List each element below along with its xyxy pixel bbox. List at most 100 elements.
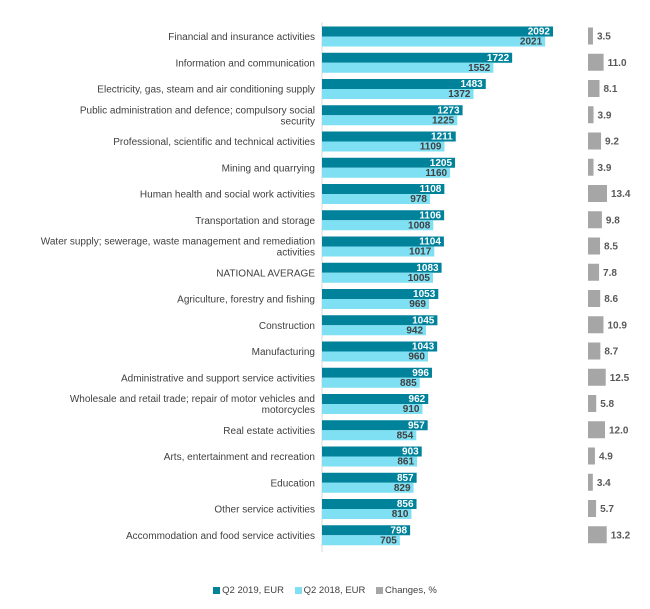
legend-label-changes: Changes, %	[385, 585, 437, 596]
bar-change-pct	[588, 290, 601, 307]
value-label-q2-2019: 903	[402, 447, 419, 458]
value-label-q2-2018: 1225	[432, 115, 455, 126]
bar-q2-2018	[322, 141, 445, 152]
category-label: NATIONAL AVERAGE	[216, 268, 315, 279]
value-label-q2-2019: 1722	[487, 53, 510, 64]
category-label-line: Agriculture, forestry and fishing	[177, 295, 315, 306]
value-label-q2-2019: 1211	[431, 132, 453, 143]
value-label-q2-2019: 798	[390, 525, 407, 536]
value-label-q2-2018: 810	[392, 509, 409, 520]
value-label-q2-2018: 885	[400, 378, 417, 389]
value-label-change-pct: 12.0	[609, 425, 629, 436]
value-label-change-pct: 8.7	[604, 347, 618, 358]
bar-change-pct	[588, 447, 595, 465]
bar-q2-2019	[322, 499, 417, 509]
value-label-q2-2019: 1043	[412, 342, 435, 353]
category-label-line: Transportation and storage	[195, 216, 315, 227]
value-label-q2-2018: 960	[408, 352, 425, 363]
category-label-line: NATIONAL AVERAGE	[216, 268, 315, 279]
category-label: Water supply; sewerage, waste management…	[41, 237, 315, 259]
bar-q2-2019	[322, 367, 432, 378]
category-label: Financial and insurance activities	[168, 32, 315, 43]
bar-q2-2019	[322, 210, 445, 221]
category-label-line: Professional, scientific and technical a…	[113, 137, 315, 148]
bar-q2-2018	[322, 194, 430, 204]
bar-q2-2018	[322, 299, 429, 309]
legend-item-q2-2019: Q2 2019, EUR	[213, 585, 284, 596]
value-label-change-pct: 3.9	[598, 163, 612, 174]
value-label-q2-2018: 2021	[520, 37, 543, 48]
bar-q2-2019	[322, 262, 442, 273]
value-label-change-pct: 10.9	[607, 320, 627, 331]
category-label-line: Information and communication	[175, 58, 315, 69]
category-label-line: Manufacturing	[252, 347, 315, 358]
bar-q2-2019	[322, 105, 463, 116]
value-label-q2-2019: 1045	[412, 315, 435, 326]
bar-q2-2018	[322, 509, 412, 519]
bar-change-pct	[588, 237, 601, 255]
value-label-change-pct: 8.5	[604, 242, 618, 253]
bar-change-pct	[588, 368, 606, 386]
value-label-change-pct: 3.5	[597, 32, 611, 43]
bar-change-pct	[588, 526, 607, 544]
legend-label-q2-2019: Q2 2019, EUR	[222, 585, 284, 596]
category-label: Education	[271, 478, 315, 489]
bar-change-pct	[588, 158, 594, 176]
value-label-q2-2019: 996	[412, 368, 429, 379]
bar-q2-2019	[322, 315, 438, 326]
bar-q2-2018	[322, 482, 414, 493]
category-label: Arts, entertainment and recreation	[164, 452, 315, 463]
bar-q2-2019	[322, 157, 456, 168]
category-label: Human health and social work activities	[140, 190, 315, 201]
value-label-q2-2019: 1273	[437, 105, 460, 116]
category-label: Information and communication	[175, 58, 315, 69]
category-label-line: Water supply; sewerage, waste management…	[41, 237, 315, 248]
value-label-q2-2018: 942	[406, 325, 423, 336]
category-label-line: Financial and insurance activities	[168, 32, 315, 43]
chart-rows: Financial and insurance activities 209220…	[41, 26, 631, 546]
category-label: Electricity, gas, steam and air conditio…	[97, 85, 315, 96]
bar-q2-2018	[322, 272, 433, 283]
bar-q2-2019	[322, 79, 486, 89]
legend-item-changes: Changes, %	[376, 585, 437, 596]
bar-q2-2018	[322, 220, 434, 231]
bar-q2-2018	[322, 167, 451, 178]
category-label-line: Other service activities	[214, 505, 315, 516]
bar-change-pct	[588, 132, 602, 150]
value-label-q2-2018: 1372	[448, 89, 471, 100]
bar-q2-2019	[322, 525, 411, 536]
value-label-change-pct: 8.6	[604, 294, 618, 305]
bar-q2-2018	[322, 115, 458, 126]
bar-change-pct	[588, 80, 600, 97]
category-label: Construction	[259, 321, 315, 332]
legend-label-q2-2018: Q2 2018, EUR	[303, 585, 366, 596]
bar-q2-2018	[322, 246, 435, 257]
bar-change-pct	[588, 185, 607, 202]
bar-q2-2018	[322, 36, 546, 47]
category-label-line: security	[281, 116, 315, 127]
value-label-q2-2019: 1108	[420, 184, 442, 195]
value-label-q2-2019: 1483	[461, 79, 484, 90]
category-label-line: Education	[271, 478, 315, 489]
bar-change-pct	[588, 473, 593, 491]
bar-q2-2018	[322, 430, 417, 441]
category-label-line: Accommodation and food service activitie…	[126, 531, 315, 542]
value-label-q2-2019: 857	[397, 473, 414, 484]
bar-q2-2018	[322, 325, 427, 336]
value-label-q2-2019: 1083	[416, 263, 439, 274]
category-label: Public administration and defence; compu…	[80, 105, 315, 127]
bar-q2-2018	[322, 404, 423, 414]
bar-q2-2018	[322, 535, 400, 546]
bar-q2-2019	[322, 446, 422, 457]
category-label-line: Mining and quarrying	[222, 163, 315, 174]
category-label: Accommodation and food service activitie…	[126, 531, 315, 542]
bar-q2-2019	[322, 52, 513, 63]
category-label: Real estate activities	[223, 426, 315, 437]
category-label: Professional, scientific and technical a…	[113, 137, 315, 148]
category-label-line: Electricity, gas, steam and air conditio…	[97, 85, 315, 96]
bar-change-pct	[588, 342, 601, 360]
category-label: Manufacturing	[252, 347, 315, 358]
value-label-q2-2018: 1109	[420, 142, 442, 153]
category-label-line: Arts, entertainment and recreation	[164, 452, 315, 463]
value-label-q2-2019: 1104	[419, 237, 441, 248]
